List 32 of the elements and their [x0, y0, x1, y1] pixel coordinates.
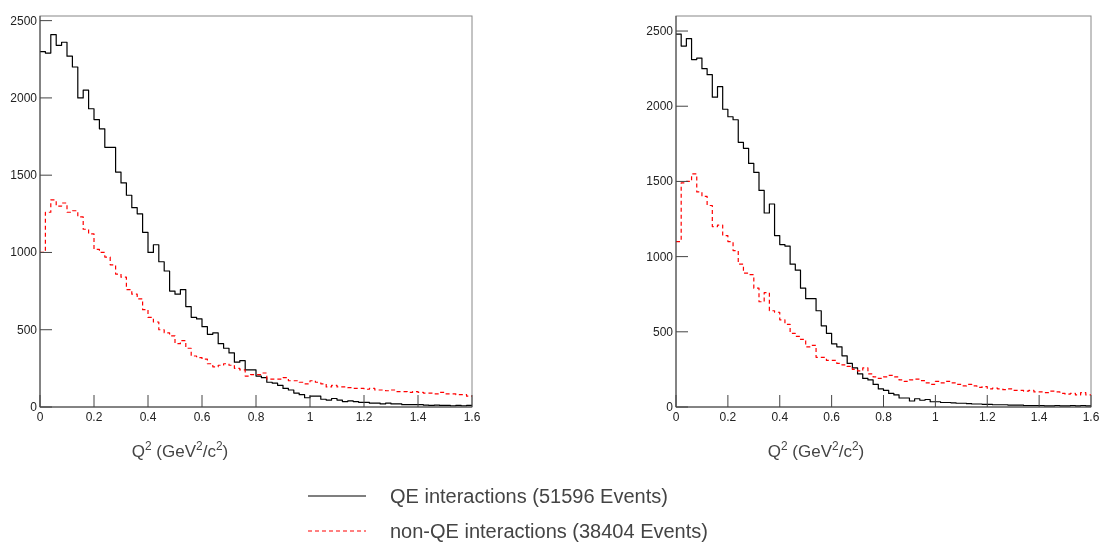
- y-tick-label: 1500: [646, 174, 674, 189]
- y-tick-label: 1000: [10, 245, 38, 260]
- y-tick-label: 1500: [10, 168, 38, 183]
- y-tick-label: 2500: [646, 24, 674, 39]
- x-tick-label: 1.2: [978, 410, 996, 424]
- x-tick-label: 1.6: [1082, 410, 1100, 424]
- y-tick-label: 0: [30, 400, 38, 414]
- x-tick-label: 1.2: [355, 410, 373, 424]
- y-tick-label: 500: [652, 324, 674, 339]
- x-tick-label: 1.6: [463, 410, 481, 424]
- x-tick-label: 0.4: [139, 410, 157, 424]
- x-tick-label: 0.2: [85, 410, 103, 424]
- x-tick-label: 0.6: [193, 410, 211, 424]
- y-tick-label: 2500: [10, 13, 38, 28]
- x-tick-label: 1: [306, 410, 314, 424]
- y-tick-label: 0: [666, 400, 674, 414]
- x-tick-label: 0.4: [771, 410, 789, 424]
- legend-label: non-QE interactions (38404 Events): [390, 520, 708, 542]
- x-tick-label: 0.6: [823, 410, 841, 424]
- y-tick-label: 500: [16, 322, 38, 337]
- x-tick-label: 0.8: [875, 410, 893, 424]
- x-tick-label: 1.4: [409, 410, 427, 424]
- x-axis-title: Q$^{2}$ (GeV$^{2}$/c$^{2}$): [131, 439, 229, 461]
- y-tick-label: 1000: [646, 249, 674, 264]
- legend-label: QE interactions (51596 Events): [390, 485, 668, 507]
- x-tick-label: 0.2: [719, 410, 737, 424]
- x-tick-label: 1: [932, 410, 940, 424]
- y-tick-label: 2000: [646, 99, 674, 114]
- x-tick-label: 0.8: [247, 410, 265, 424]
- x-tick-label: 1.4: [1030, 410, 1048, 424]
- x-axis-title: Q$^{2}$ (GeV$^{2}$/c$^{2}$): [767, 439, 865, 461]
- y-tick-label: 2000: [10, 90, 38, 105]
